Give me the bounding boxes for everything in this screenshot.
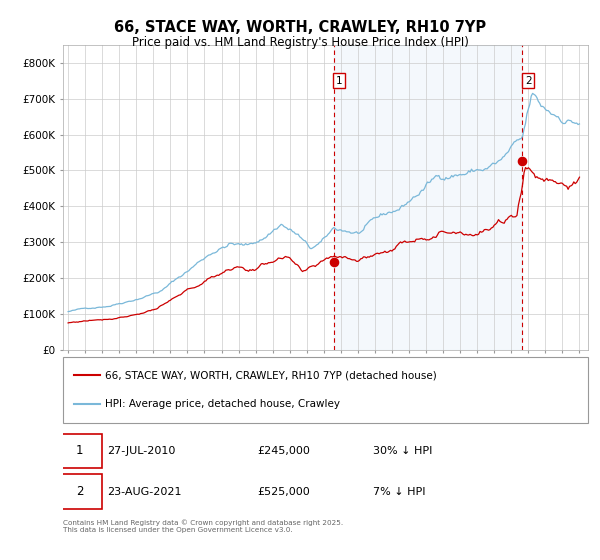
Bar <box>334 45 522 350</box>
Text: 7% ↓ HPI: 7% ↓ HPI <box>373 487 425 497</box>
FancyBboxPatch shape <box>63 357 588 423</box>
Text: 23-AUG-2021: 23-AUG-2021 <box>107 487 182 497</box>
Text: Contains HM Land Registry data © Crown copyright and database right 2025.
This d: Contains HM Land Registry data © Crown c… <box>63 520 343 533</box>
Point <box>517 157 527 166</box>
Text: HPI: Average price, detached house, Crawley: HPI: Average price, detached house, Craw… <box>105 399 340 409</box>
Text: £245,000: £245,000 <box>257 446 310 456</box>
Text: 66, STACE WAY, WORTH, CRAWLEY, RH10 7YP: 66, STACE WAY, WORTH, CRAWLEY, RH10 7YP <box>114 20 486 35</box>
Text: £525,000: £525,000 <box>257 487 310 497</box>
Text: 27-JUL-2010: 27-JUL-2010 <box>107 446 176 456</box>
Text: 1: 1 <box>76 445 83 458</box>
Text: 1: 1 <box>336 76 343 86</box>
Text: 66, STACE WAY, WORTH, CRAWLEY, RH10 7YP (detached house): 66, STACE WAY, WORTH, CRAWLEY, RH10 7YP … <box>105 370 437 380</box>
Text: 2: 2 <box>525 76 532 86</box>
Text: 2: 2 <box>76 486 83 498</box>
FancyBboxPatch shape <box>58 433 103 468</box>
FancyBboxPatch shape <box>58 474 103 509</box>
Text: Price paid vs. HM Land Registry's House Price Index (HPI): Price paid vs. HM Land Registry's House … <box>131 36 469 49</box>
Point <box>329 258 338 267</box>
Text: 30% ↓ HPI: 30% ↓ HPI <box>373 446 432 456</box>
